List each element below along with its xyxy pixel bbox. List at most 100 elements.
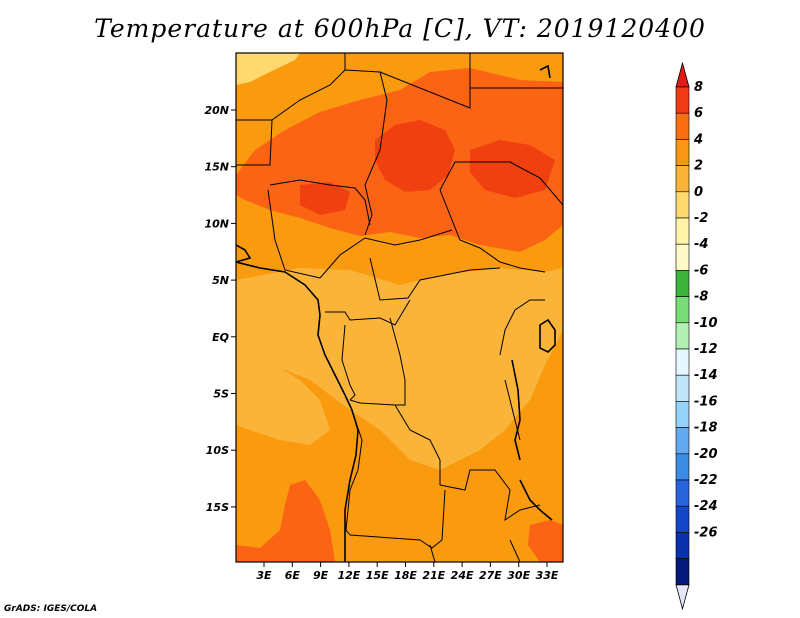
lon-tick-label: 6E <box>285 569 301 582</box>
map-area <box>236 53 563 562</box>
longitude-axis: 3E 6E 9E 12E 15E 18E 21E 24E 27E 30E 33E <box>256 562 559 582</box>
colorbar-segment <box>675 322 690 350</box>
border-line <box>499 299 545 356</box>
border-line <box>236 119 273 166</box>
colorbar-segment <box>675 348 690 376</box>
map-title: Temperature at 600hPa [C], VT: 201912040… <box>94 14 706 43</box>
colorbar-label: -2 <box>694 211 708 226</box>
lon-tick-label: 33E <box>536 569 559 582</box>
colorbar-label: 4 <box>693 132 703 147</box>
border-line <box>439 469 541 522</box>
lake-shore <box>539 318 556 353</box>
colorbar-segment <box>675 217 690 245</box>
colorbar-segment <box>675 296 690 324</box>
colorbar-segment <box>675 505 690 533</box>
lake-shore <box>539 64 551 79</box>
lon-tick-label: 30E <box>507 569 530 582</box>
lon-tick-label: 3E <box>256 569 272 582</box>
border-line <box>345 404 363 536</box>
lake-shore <box>519 479 553 521</box>
colorbar-label: 0 <box>694 185 703 200</box>
colorbar: 8 6 4 2 0 -2 -4 -6 -8 -10 -12 -14 -16 -18 -20 -22 -24 -26 <box>675 61 718 611</box>
lon-tick-label: 27E <box>479 569 502 582</box>
colorbar-label: -18 <box>694 421 718 436</box>
lon-tick-label: 9E <box>313 569 329 582</box>
colorbar-segment <box>675 401 690 428</box>
border-line <box>341 324 356 401</box>
border-line <box>429 544 436 562</box>
colorbar-label: -26 <box>694 525 718 540</box>
border-line <box>364 71 388 236</box>
colorbar-segment <box>675 191 690 219</box>
lat-tick-label: 10N <box>204 217 229 230</box>
lat-tick-label: 15S <box>206 501 229 514</box>
lon-tick-label: 18E <box>394 569 417 582</box>
colorbar-label: -8 <box>694 290 708 305</box>
colorbar-segment <box>675 479 690 507</box>
credit-text: GrADS: IGES/COLA <box>4 604 98 614</box>
border-line <box>439 189 546 273</box>
colorbar-bottom-arrow <box>675 584 690 611</box>
colorbar-segment <box>675 453 690 481</box>
coastlines <box>236 64 556 562</box>
colorbar-label: 2 <box>694 159 703 174</box>
border-line <box>271 53 346 121</box>
lat-tick-label: 5S <box>213 388 229 401</box>
colorbar-label: -14 <box>694 368 718 383</box>
colorbar-segment <box>675 374 690 402</box>
lat-tick-label: EQ <box>212 331 229 344</box>
coastline <box>236 261 359 562</box>
colorbar-segment <box>675 243 690 271</box>
border-line <box>319 229 453 279</box>
colorbar-segment <box>675 532 690 559</box>
colorbar-top-arrow <box>675 61 690 88</box>
colorbar-segment <box>675 165 690 193</box>
colorbar-segment <box>675 270 690 297</box>
lat-tick-label: 5N <box>212 274 229 287</box>
colorbar-label: -16 <box>694 394 718 409</box>
colorbar-label: -12 <box>694 342 718 357</box>
temperature-band-0-2-central <box>236 268 563 470</box>
border-line <box>349 489 446 549</box>
lon-tick-label: 21E <box>422 569 445 582</box>
temperature-band-4-6-southeast <box>528 520 563 562</box>
colorbar-segment <box>675 427 690 455</box>
lon-tick-label: 12E <box>337 569 360 582</box>
colorbar-label: -24 <box>694 499 718 514</box>
latitude-axis: 20N 15N 10N 5N EQ 5S 10S 15S <box>204 104 236 514</box>
colorbar-label: -10 <box>694 316 718 331</box>
temperature-band-minus2-0-north <box>236 53 300 85</box>
border-line <box>369 257 501 301</box>
colorbar-label: 6 <box>694 106 703 121</box>
border-line <box>349 399 441 485</box>
border-line <box>269 179 371 226</box>
border-line <box>344 53 471 109</box>
colorbar-label: -22 <box>694 473 718 488</box>
lake-shore <box>511 359 521 461</box>
coastline <box>236 244 252 263</box>
colorbar-segment <box>675 86 690 114</box>
colorbar-segment <box>675 112 690 140</box>
temperature-band-6-8-chad <box>375 120 455 192</box>
temperature-band-6-8-sahel <box>300 182 350 215</box>
lon-tick-label: 15E <box>366 569 389 582</box>
border-line <box>439 161 563 206</box>
map-frame <box>235 52 564 563</box>
colorbar-segment <box>675 139 690 166</box>
border-line <box>509 539 521 562</box>
border-line <box>267 189 321 279</box>
colorbar-label: -6 <box>694 263 708 278</box>
colorbar-label: -20 <box>694 447 718 462</box>
colorbar-label: 8 <box>694 80 703 95</box>
lon-tick-label: 24E <box>451 569 474 582</box>
temperature-band-0-2-west <box>236 355 330 445</box>
lat-tick-label: 20N <box>204 104 229 117</box>
colorbar-label: -4 <box>694 237 708 252</box>
country-borders <box>236 53 563 562</box>
border-line <box>325 299 411 326</box>
lat-tick-label: 10S <box>206 444 229 457</box>
lat-tick-label: 15N <box>204 161 229 174</box>
temperature-band-4-6-southwest <box>236 480 335 562</box>
colorbar-segment <box>675 558 690 586</box>
